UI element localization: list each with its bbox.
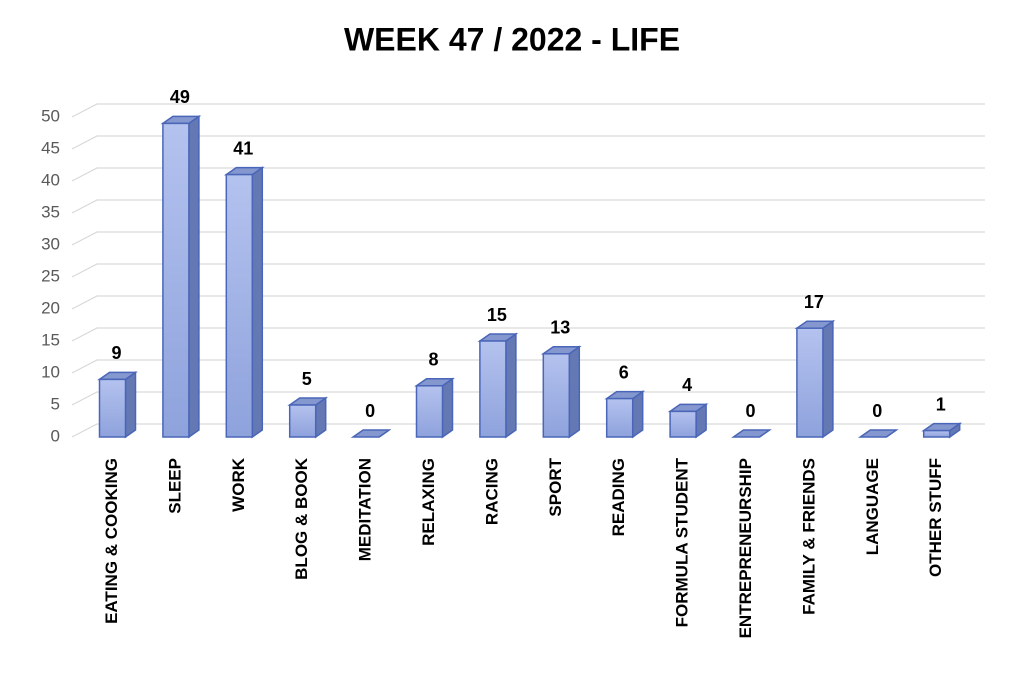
bar-front	[542, 353, 571, 438]
x-tick-label: WORK	[229, 457, 248, 512]
grid-line	[71, 135, 985, 150]
bar	[540, 345, 582, 439]
grid-line	[71, 327, 985, 342]
x-tick-label: BLOG & BOOK	[292, 457, 311, 580]
value-label: 0	[872, 401, 882, 421]
grid-line	[71, 167, 985, 182]
value-label: 0	[745, 401, 755, 421]
bar-top	[731, 429, 772, 438]
bar-front	[796, 327, 824, 438]
bar-front	[605, 397, 634, 438]
value-label: 8	[428, 350, 438, 370]
x-tick-label: RACING	[482, 458, 501, 525]
y-tick-label: 0	[51, 426, 60, 445]
value-label: 4	[682, 375, 692, 395]
bar-front	[415, 385, 444, 438]
x-tick-label: MEDITATION	[356, 458, 375, 561]
bar-side	[441, 377, 454, 439]
y-tick-label: 30	[41, 234, 60, 253]
y-tick-label: 5	[51, 394, 60, 413]
x-tick-label: FAMILY & FRIENDS	[799, 458, 818, 615]
value-label: 0	[365, 401, 375, 421]
grid-line	[71, 231, 985, 246]
grid-line	[71, 295, 985, 310]
bar-side	[568, 345, 581, 439]
value-label: 13	[550, 318, 570, 338]
bar	[287, 396, 329, 439]
bar	[667, 402, 709, 439]
bar	[223, 166, 265, 439]
grid-line	[71, 263, 985, 278]
grid-line	[71, 199, 985, 214]
bar	[97, 370, 138, 439]
bar-side	[188, 114, 200, 439]
x-tick-label: EATING & COOKING	[102, 458, 121, 624]
bar	[731, 429, 772, 438]
y-tick-label: 50	[41, 106, 60, 125]
value-label: 9	[111, 343, 121, 363]
bar-front	[922, 429, 951, 438]
value-label: 5	[302, 369, 312, 389]
x-tick-label: SPORT	[546, 457, 565, 516]
x-tick-label: READING	[609, 458, 628, 536]
bar-front	[98, 378, 127, 438]
bar-front	[162, 122, 190, 438]
x-tick-label: SLEEP	[165, 458, 184, 514]
bar-side	[822, 319, 834, 439]
bar-front	[479, 340, 507, 438]
value-label: 17	[804, 292, 824, 312]
bar	[414, 377, 455, 439]
value-label: 6	[619, 362, 629, 382]
y-tick-label: 15	[41, 330, 60, 349]
x-tick-label: FORMULA STUDENT	[673, 457, 692, 627]
value-label: 1	[936, 394, 946, 414]
y-tick-label: 35	[41, 202, 60, 221]
bar	[604, 390, 646, 439]
y-tick-label: 10	[41, 362, 60, 381]
y-tick-label: 45	[41, 138, 60, 157]
bar-side	[505, 332, 517, 439]
bar	[477, 332, 519, 439]
bar-front	[225, 173, 254, 438]
bar	[857, 429, 899, 438]
y-tick-label: 25	[41, 266, 60, 285]
value-label: 41	[233, 138, 253, 158]
y-tick-label: 20	[41, 298, 60, 317]
bar-top	[857, 429, 899, 438]
x-tick-label: ENTREPRENEURSHIP	[736, 458, 755, 638]
y-tick-label: 40	[41, 170, 60, 189]
grid-line	[71, 423, 985, 438]
value-label: 15	[487, 305, 507, 325]
grid-line	[71, 391, 985, 406]
x-tick-label: RELAXING	[419, 458, 438, 546]
bar-top	[350, 429, 392, 438]
grid-line	[71, 359, 985, 374]
bar	[921, 422, 963, 439]
bar-side	[124, 370, 137, 439]
value-label: 49	[170, 87, 190, 107]
bar-front	[288, 404, 317, 438]
chart-title: WEEK 47 / 2022 - LIFE	[344, 21, 680, 57]
bar	[350, 429, 392, 438]
bar-front	[669, 410, 697, 438]
bar-side	[251, 166, 264, 439]
x-tick-label: LANGUAGE	[863, 458, 882, 555]
bar	[794, 319, 836, 439]
grid-line	[71, 103, 985, 118]
x-tick-label: OTHER STUFF	[926, 458, 945, 577]
bar	[160, 114, 202, 439]
